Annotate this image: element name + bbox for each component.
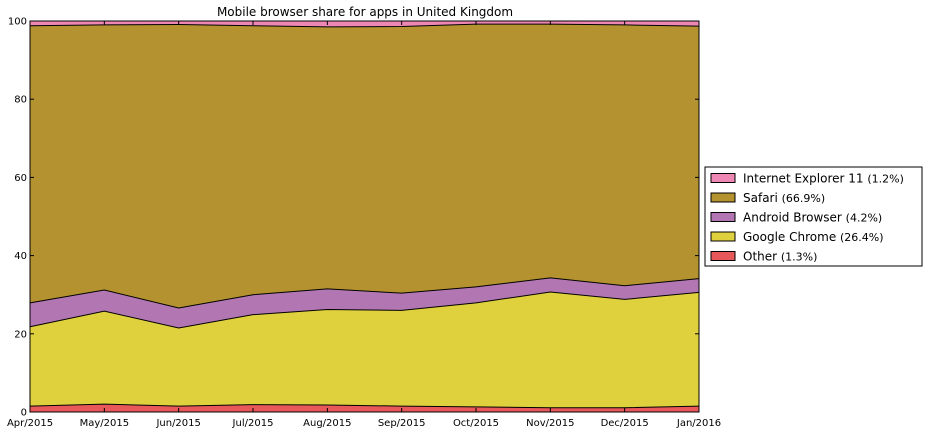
area-internet-explorer-11 [30, 21, 699, 27]
area-android-browser [30, 277, 699, 328]
y-tick-label: 0 [21, 408, 27, 419]
legend-label: Android Browser (4.2%) [743, 211, 882, 225]
chart-title: Mobile browser share for apps in United … [217, 5, 513, 19]
x-tick-label: Sep/2015 [378, 418, 426, 429]
y-tick-label: 80 [14, 95, 27, 106]
x-tick-label: Apr/2015 [7, 418, 53, 429]
area-safari [30, 24, 699, 308]
legend-swatch [710, 231, 736, 242]
legend: Internet Explorer 11 (1.2%) Safari (66.9%… [704, 166, 923, 267]
x-tick-label: Jul/2015 [232, 418, 274, 429]
area-google-chrome [30, 291, 699, 408]
line-safari [29, 23, 700, 28]
x-tick-label: Dec/2015 [601, 418, 649, 429]
x-tick-label: Jan/2016 [676, 418, 721, 429]
legend-label: Other (1.3%) [743, 250, 817, 264]
legend-swatch [710, 251, 736, 261]
line-android-browser [29, 277, 700, 309]
legend-label: Google Chrome (26.4%) [743, 230, 884, 244]
y-tick-label: 100 [8, 17, 27, 28]
plot-frame [29, 20, 700, 413]
line-google-chrome [29, 291, 700, 329]
x-tick-label: Nov/2015 [526, 418, 574, 429]
line-other [29, 403, 700, 409]
legend-swatch [710, 192, 736, 203]
plot-areas [30, 21, 699, 412]
legend-box [704, 166, 923, 267]
legend-swatch [710, 212, 736, 222]
x-tick-label: Jun/2015 [155, 418, 200, 429]
legend-swatch [710, 173, 736, 183]
y-tick-label: 20 [14, 329, 27, 340]
legend-label: Internet Explorer 11 (1.2%) [743, 172, 904, 186]
y-tick-label: 60 [14, 173, 27, 184]
axis-ticks: 0 20 40 60 80 100 Apr/2015 May/2015 Jun/2015 Jul/… [7, 17, 721, 430]
x-tick-label: May/2015 [80, 418, 130, 429]
y-tick-label: 40 [14, 251, 27, 262]
x-tick-label: Oct/2015 [453, 418, 499, 429]
x-tick-label: Aug/2015 [303, 418, 351, 429]
legend-label: Safari (66.9%) [743, 191, 825, 205]
